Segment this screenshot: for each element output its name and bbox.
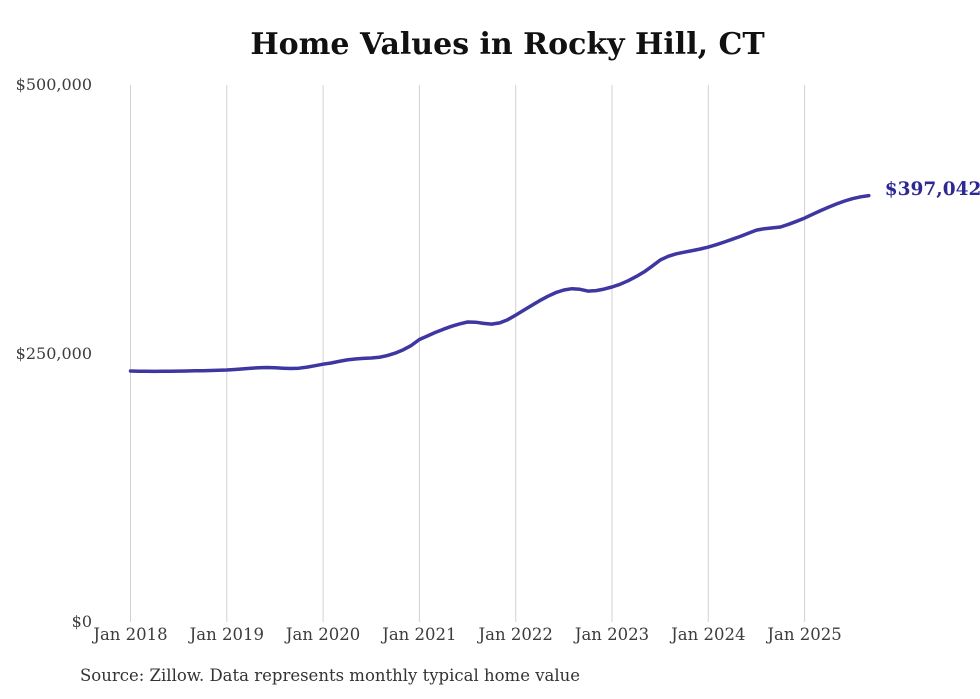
source-note: Source: Zillow. Data represents monthly … [80,666,581,685]
x-axis-tick-label: Jan 2025 [767,625,842,644]
x-axis-tick-label: Jan 2018 [93,625,168,644]
y-axis-tick-label: $0 [71,612,92,631]
home-value-line [128,193,871,374]
y-axis-tick-label: $250,000 [15,343,92,363]
vertical-gridlines [130,85,806,622]
x-axis-tick-label: Jan 2020 [285,625,361,644]
y-axis-tick-label: $500,000 [15,75,92,94]
x-axis-tick-label: Jan 2019 [189,625,264,644]
x-axis-tick-label: Jan 2022 [478,625,553,644]
final-value-label: $397,042 [884,178,980,200]
x-axis-tick-label: Jan 2023 [574,625,650,644]
x-axis-tick-label: Jan 2024 [671,625,746,644]
x-axis-tick-label: Jan 2021 [382,625,457,644]
chart-title: Home Values in Rocky Hill, CT [250,27,765,62]
